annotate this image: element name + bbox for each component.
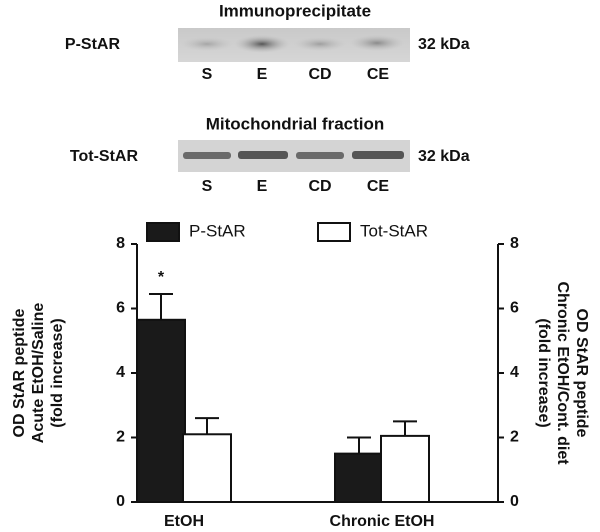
legend-label: P-StAR xyxy=(189,221,246,240)
y2-axis-title: (fold increase) xyxy=(535,318,552,427)
y2-tick-label: 4 xyxy=(510,364,519,381)
lane-label: S xyxy=(202,178,213,195)
lane-label: CD xyxy=(308,66,331,83)
band xyxy=(352,151,404,159)
band xyxy=(238,151,288,159)
x-tick-label: EtOH xyxy=(164,513,204,530)
y-tick-label: 0 xyxy=(116,493,125,510)
y-tick-label: 8 xyxy=(116,235,125,252)
band xyxy=(181,37,233,51)
lane-label: CE xyxy=(367,178,390,195)
blot-label: P-StAR xyxy=(65,36,121,53)
y2-tick-label: 6 xyxy=(510,300,519,317)
legend-label: Tot-StAR xyxy=(360,221,428,240)
bar xyxy=(136,318,186,503)
bar xyxy=(334,452,384,503)
y2-tick-label: 8 xyxy=(510,235,519,252)
bar xyxy=(380,434,430,504)
y-tick-label: 6 xyxy=(116,300,125,317)
x-tick-label: Chronic EtOH xyxy=(330,513,435,530)
y2-tick-label: 2 xyxy=(510,429,519,446)
y-axis-title: Acute EtOH/Saline xyxy=(30,303,47,444)
band xyxy=(294,37,346,51)
y2-axis-title: Chronic EtOH/Cont. diet xyxy=(554,281,571,465)
y-tick-label: 4 xyxy=(116,364,125,381)
band xyxy=(350,35,404,51)
blot-panel-1: Immunoprecipitate P-StAR 32 kDa S E CD C… xyxy=(65,1,470,83)
band xyxy=(183,152,231,159)
lane-label: E xyxy=(257,66,268,83)
band xyxy=(234,35,290,53)
blot-label: Tot-StAR xyxy=(70,148,139,165)
blot-size: 32 kDa xyxy=(418,36,470,53)
lane-label: CD xyxy=(308,178,331,195)
blot-title: Immunoprecipitate xyxy=(219,1,371,20)
significance-mark: * xyxy=(158,269,165,286)
legend-swatch xyxy=(317,222,351,242)
y-axis-title: OD StAR peptide xyxy=(11,308,28,437)
bar xyxy=(182,433,232,503)
blot-size: 32 kDa xyxy=(418,148,470,165)
y-tick-label: 2 xyxy=(116,429,125,446)
band xyxy=(296,152,344,159)
blot-title: Mitochondrial fraction xyxy=(206,114,385,133)
lane-label: S xyxy=(202,66,213,83)
lane-label: CE xyxy=(367,66,390,83)
y2-tick-label: 0 xyxy=(510,493,519,510)
y-axis-title: (fold increase) xyxy=(49,318,66,427)
lane-label: E xyxy=(257,178,268,195)
blot-panel-2: Mitochondrial fraction Tot-StAR 32 kDa S… xyxy=(70,114,470,195)
y2-axis-title: OD StAR peptide xyxy=(573,309,590,438)
legend-swatch xyxy=(146,222,180,242)
